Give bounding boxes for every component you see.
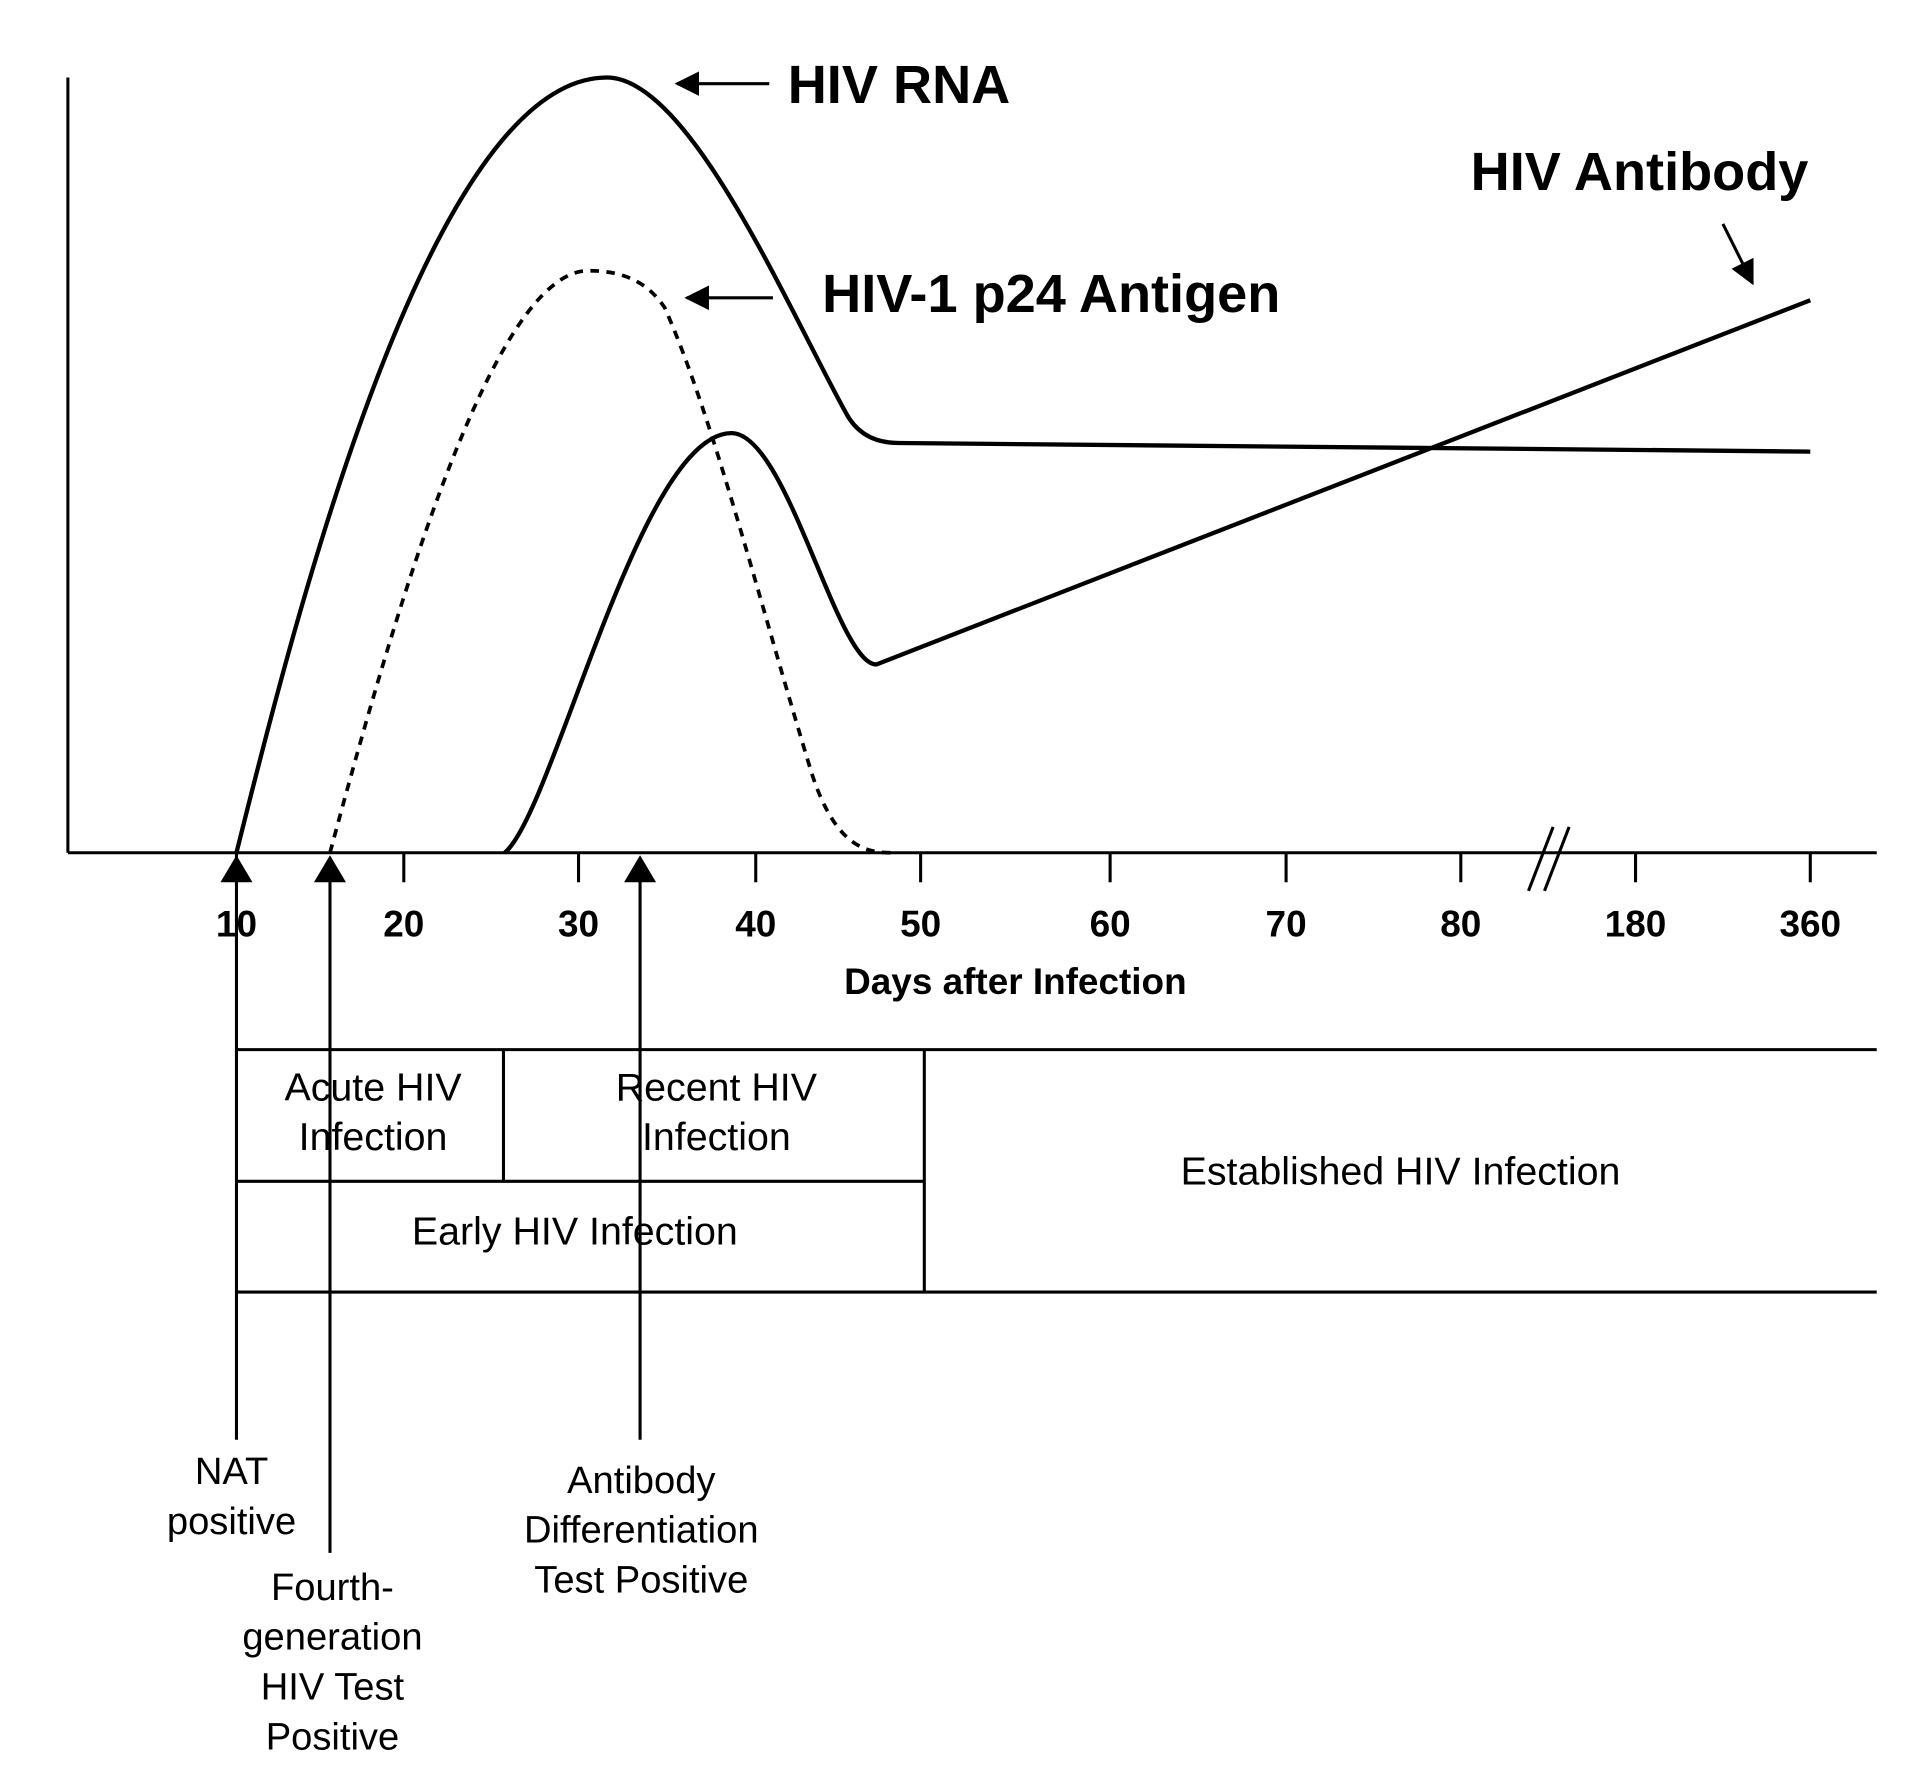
x-tick-label: 360: [1779, 903, 1841, 944]
marker-arrowhead: [220, 855, 253, 883]
x-tick-label: 70: [1266, 903, 1307, 944]
antibody-curve: [503, 298, 1812, 855]
marker-label: Positive: [266, 1715, 400, 1758]
x-tick-label: 80: [1440, 903, 1481, 944]
marker-label: Fourth-: [271, 1566, 394, 1609]
stage-label: Infection: [642, 1115, 791, 1159]
marker-label: NAT: [195, 1450, 268, 1493]
p24-label: HIV-1 p24 Antigen: [822, 264, 1280, 324]
stage-label: Infection: [299, 1115, 448, 1159]
x-tick-label: 50: [900, 903, 941, 944]
marker-arrowhead: [624, 855, 657, 883]
marker-label: positive: [167, 1500, 296, 1543]
stage-label: Acute HIV: [284, 1066, 462, 1110]
marker-label: Test Positive: [534, 1559, 748, 1602]
label-arrow: [1721, 223, 1754, 286]
axis-break: [1543, 826, 1571, 892]
x-tick-label: 40: [735, 903, 776, 944]
marker-label: Antibody: [567, 1459, 715, 1502]
marker-label: HIV Test: [261, 1666, 405, 1709]
rna-label: HIV RNA: [788, 55, 1011, 115]
marker-arrowhead: [313, 855, 346, 883]
x-tick-label: 180: [1605, 903, 1667, 944]
stage-label: Early HIV Infection: [412, 1210, 738, 1254]
stage-label: Recent HIV: [616, 1066, 818, 1110]
axis-break: [1527, 826, 1555, 892]
rna-curve: [234, 75, 1811, 854]
x-tick-label: 20: [383, 903, 424, 944]
antibody-label: HIV Antibody: [1471, 142, 1809, 202]
marker-label: generation: [242, 1616, 422, 1659]
stage-label: Established HIV Infection: [1181, 1149, 1621, 1193]
x-tick-label: 60: [1090, 903, 1131, 944]
x-axis-title: Days after Infection: [844, 961, 1187, 1002]
marker-label: Differentiation: [524, 1509, 759, 1552]
p24-curve: [328, 268, 893, 855]
x-tick-label: 30: [558, 903, 599, 944]
